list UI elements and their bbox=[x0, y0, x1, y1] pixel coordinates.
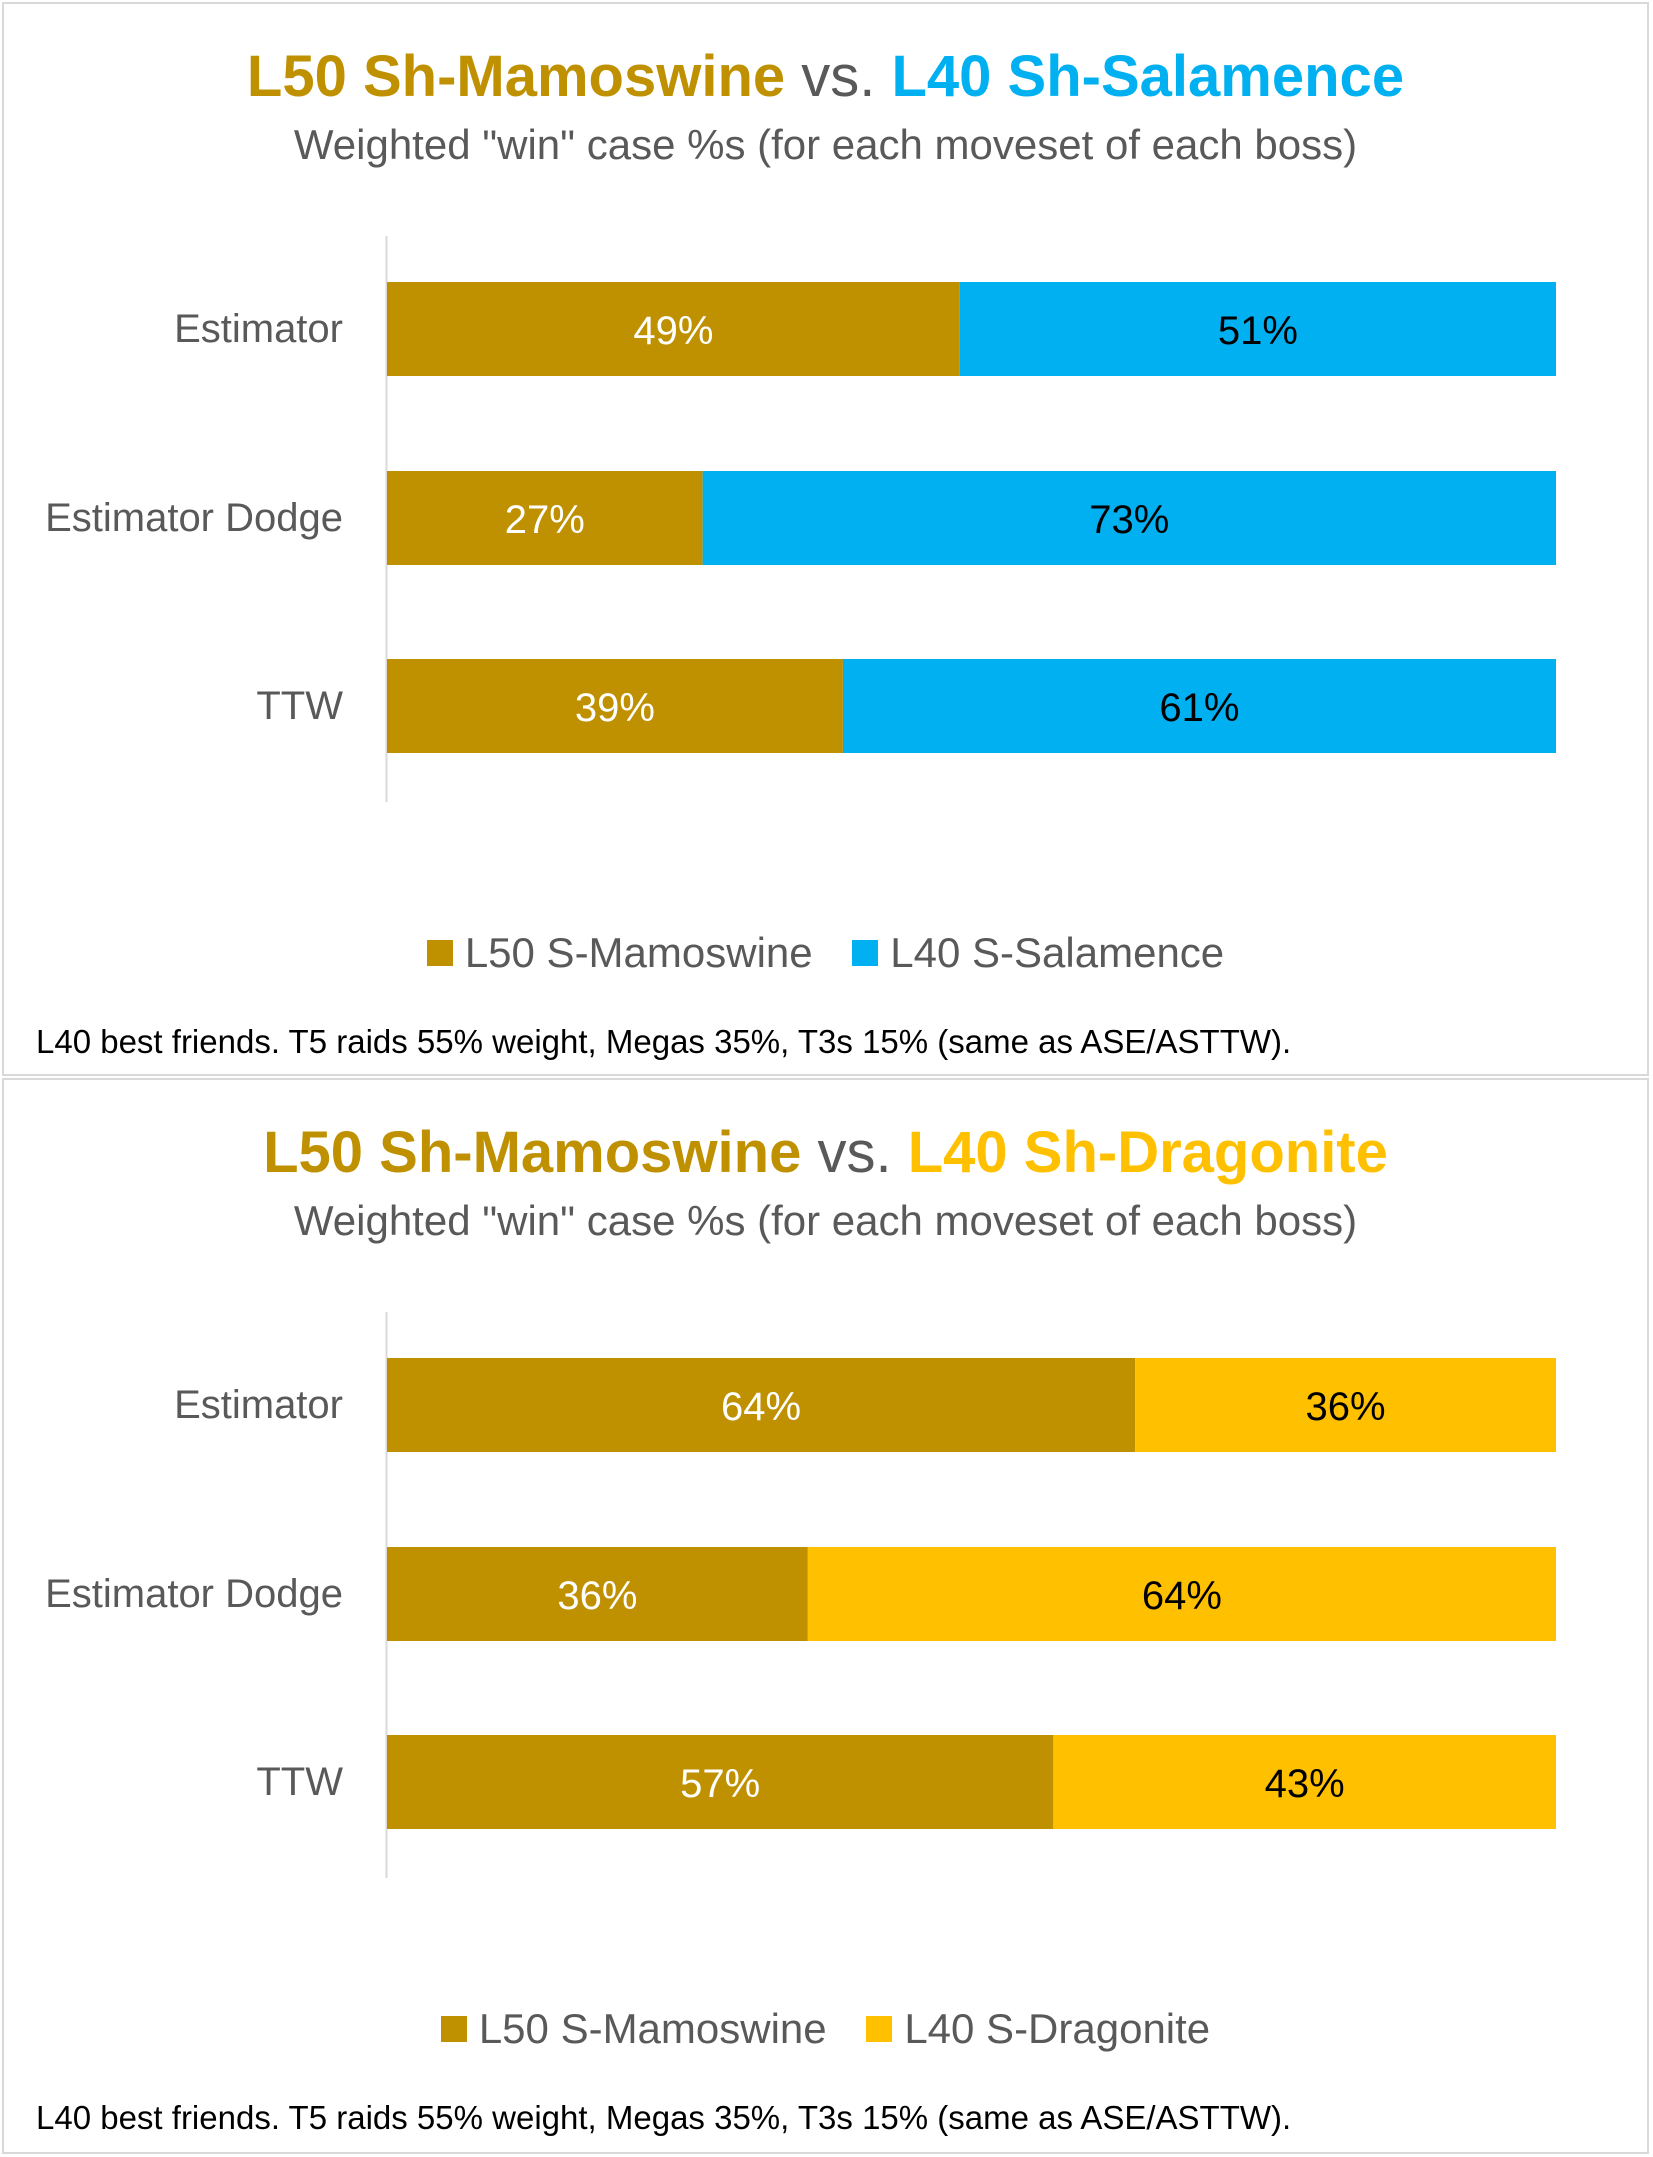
bar-segment bbox=[387, 1358, 1136, 1452]
chart-subtitle: Weighted "win" case %s (for each moveset… bbox=[293, 121, 1358, 168]
chart-footnote: L40 best friends. T5 raids 55% weight, M… bbox=[36, 1023, 1292, 1060]
chart-title: L50 Sh-Mamoswine vs. L40 Sh-Salamence bbox=[4, 42, 1647, 112]
title-part-1: L50 Sh-Mamoswine bbox=[263, 1120, 802, 1185]
bar-segment bbox=[959, 282, 1556, 376]
data-label: 64% bbox=[1142, 1574, 1222, 1618]
bar-segment bbox=[702, 471, 1556, 565]
bar-segment bbox=[387, 1735, 1054, 1829]
category-tick-label: TTW bbox=[256, 1760, 343, 1804]
data-label: 51% bbox=[1218, 309, 1298, 353]
legend-swatch bbox=[440, 2015, 467, 2042]
legend-swatch bbox=[866, 2015, 893, 2042]
bar-chart-plot: Estimator 49% 51% Estimator Dodge 27% 73% TTW 3… bbox=[45, 236, 1556, 802]
data-label: 36% bbox=[1306, 1385, 1386, 1429]
legend-label: L50 S-Mamoswine bbox=[478, 2005, 827, 2052]
data-label: 36% bbox=[557, 1574, 637, 1618]
legend-swatch bbox=[852, 939, 879, 966]
data-label: 39% bbox=[575, 686, 655, 730]
legend-item: L40 S-Salamence bbox=[852, 926, 1224, 980]
legend-item: L50 S-Mamoswine bbox=[426, 926, 813, 980]
chart-legend: L50 S-Mamoswine L40 S-Salamence bbox=[4, 926, 1647, 980]
bar-segment bbox=[1135, 1358, 1556, 1452]
legend-label: L40 S-Salamence bbox=[890, 929, 1225, 976]
legend-swatch bbox=[426, 939, 453, 966]
data-label: 61% bbox=[1159, 686, 1239, 730]
category-tick-label: TTW bbox=[256, 684, 343, 728]
title-part-3: L40 Sh-Salamence bbox=[891, 44, 1405, 109]
chart-panel-1: L50 Sh-Mamoswine vs. L40 Sh-Salamence We… bbox=[2, 2, 1649, 1076]
category-tick-label: Estimator Dodge bbox=[45, 1572, 343, 1616]
data-label: 64% bbox=[721, 1385, 801, 1429]
data-label: 57% bbox=[680, 1762, 760, 1806]
legend-item: L50 S-Mamoswine bbox=[440, 2002, 827, 2056]
bar-segment bbox=[842, 659, 1556, 753]
legend-label: L50 S-Mamoswine bbox=[464, 929, 813, 976]
bar-segment bbox=[387, 659, 843, 753]
chart-legend: L50 S-Mamoswine L40 S-Dragonite bbox=[4, 2002, 1647, 2056]
data-label: 43% bbox=[1265, 1762, 1345, 1806]
legend-label: L40 S-Dragonite bbox=[904, 2005, 1211, 2052]
category-tick-label: Estimator Dodge bbox=[45, 496, 343, 540]
bar-segment bbox=[1053, 1735, 1556, 1829]
data-label: 27% bbox=[505, 498, 585, 542]
category-tick-label: Estimator bbox=[174, 307, 343, 351]
title-part-1: L50 Sh-Mamoswine bbox=[246, 44, 786, 109]
bar-segment bbox=[387, 282, 960, 376]
legend-item: L40 S-Dragonite bbox=[866, 2002, 1210, 2056]
chart-panel-2: L50 Sh-Mamoswine vs. L40 Sh-Dragonite We… bbox=[2, 1078, 1649, 2154]
chart-footnote: L40 best friends. T5 raids 55% weight, M… bbox=[36, 2099, 1292, 2136]
category-tick-label: Estimator bbox=[174, 1383, 343, 1427]
chart-title: L50 Sh-Mamoswine vs. L40 Sh-Dragonite bbox=[4, 1118, 1647, 1188]
bar-segment bbox=[387, 471, 703, 565]
bar-segment bbox=[387, 1547, 808, 1641]
data-label: 73% bbox=[1089, 498, 1169, 542]
title-part-2: vs. bbox=[801, 1120, 908, 1185]
title-part-3: L40 Sh-Dragonite bbox=[907, 1120, 1388, 1185]
bar-chart-plot: Estimator 64% 36% Estimator Dodge 36% 64% TTW 5… bbox=[45, 1312, 1556, 1878]
bar-segment bbox=[807, 1547, 1556, 1641]
data-label: 49% bbox=[633, 309, 713, 353]
title-part-2: vs. bbox=[785, 44, 892, 109]
chart-subtitle: Weighted "win" case %s (for each moveset… bbox=[293, 1197, 1358, 1244]
